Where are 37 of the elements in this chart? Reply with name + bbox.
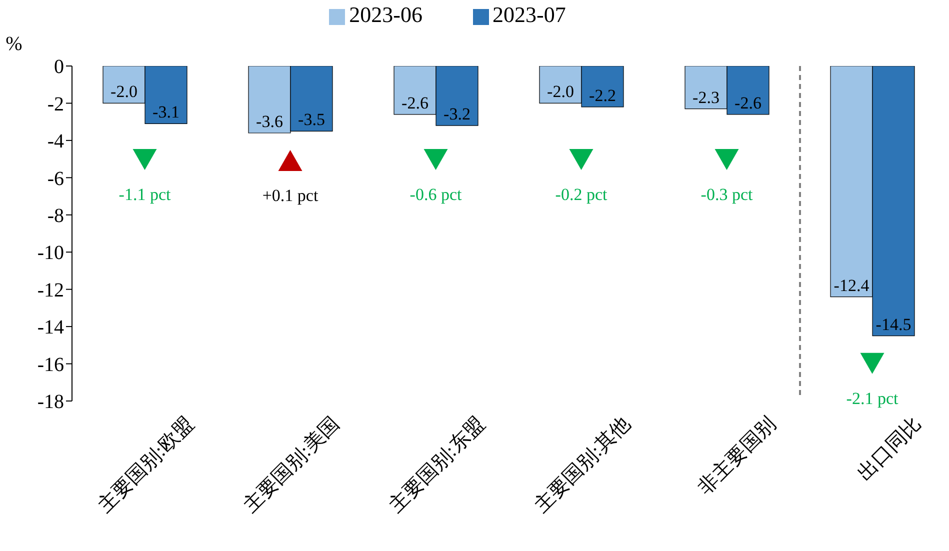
x-tick-label: 非主要国别 <box>693 412 780 500</box>
x-tick-label: 主要国别:欧盟 <box>93 412 198 518</box>
y-tick-label: -4 <box>47 130 64 153</box>
data-label: -2.0 <box>547 82 574 102</box>
y-axis-title: % <box>6 33 22 55</box>
annotation: -2.1 pct <box>846 388 898 408</box>
data-label: -2.6 <box>734 93 762 112</box>
y-tick-label: -10 <box>37 242 64 264</box>
legend-label: 2023-06 <box>349 2 422 27</box>
annotation: -0.2 pct <box>555 185 608 204</box>
data-label: -3.6 <box>256 112 283 131</box>
annotation: +0.1 pct <box>262 186 318 205</box>
data-label: -2.0 <box>110 82 138 102</box>
legend-label: 2023-07 <box>492 2 566 27</box>
data-label: -3.2 <box>444 104 470 124</box>
y-tick-label: -6 <box>47 168 64 190</box>
x-tick-label: 主要国别:美国 <box>238 412 344 518</box>
y-tick-label: -8 <box>47 204 64 227</box>
y-tick-label: -14 <box>37 316 64 339</box>
y-tick-label: -18 <box>37 391 64 414</box>
x-tick-label: 主要国别:东盟 <box>384 412 490 518</box>
data-label: -3.1 <box>152 102 180 122</box>
data-label: -12.4 <box>834 276 870 295</box>
y-tick-label: -12 <box>37 279 64 302</box>
y-tick-label: -2 <box>47 93 64 116</box>
annotation: -1.1 pct <box>118 185 171 204</box>
data-label: -2.3 <box>692 88 720 107</box>
data-label: -2.6 <box>402 93 428 112</box>
data-label: -2.2 <box>589 86 616 105</box>
annotation: -0.6 pct <box>410 185 462 204</box>
data-label: -14.5 <box>876 314 912 334</box>
annotation: -0.3 pct <box>700 185 753 204</box>
x-tick-label: 主要国别:其他 <box>530 412 635 518</box>
x-tick-label: 出口同比 <box>854 412 926 486</box>
y-tick-label: -16 <box>37 354 64 376</box>
data-label: -3.5 <box>298 110 325 130</box>
y-tick-label: 0 <box>54 56 64 78</box>
